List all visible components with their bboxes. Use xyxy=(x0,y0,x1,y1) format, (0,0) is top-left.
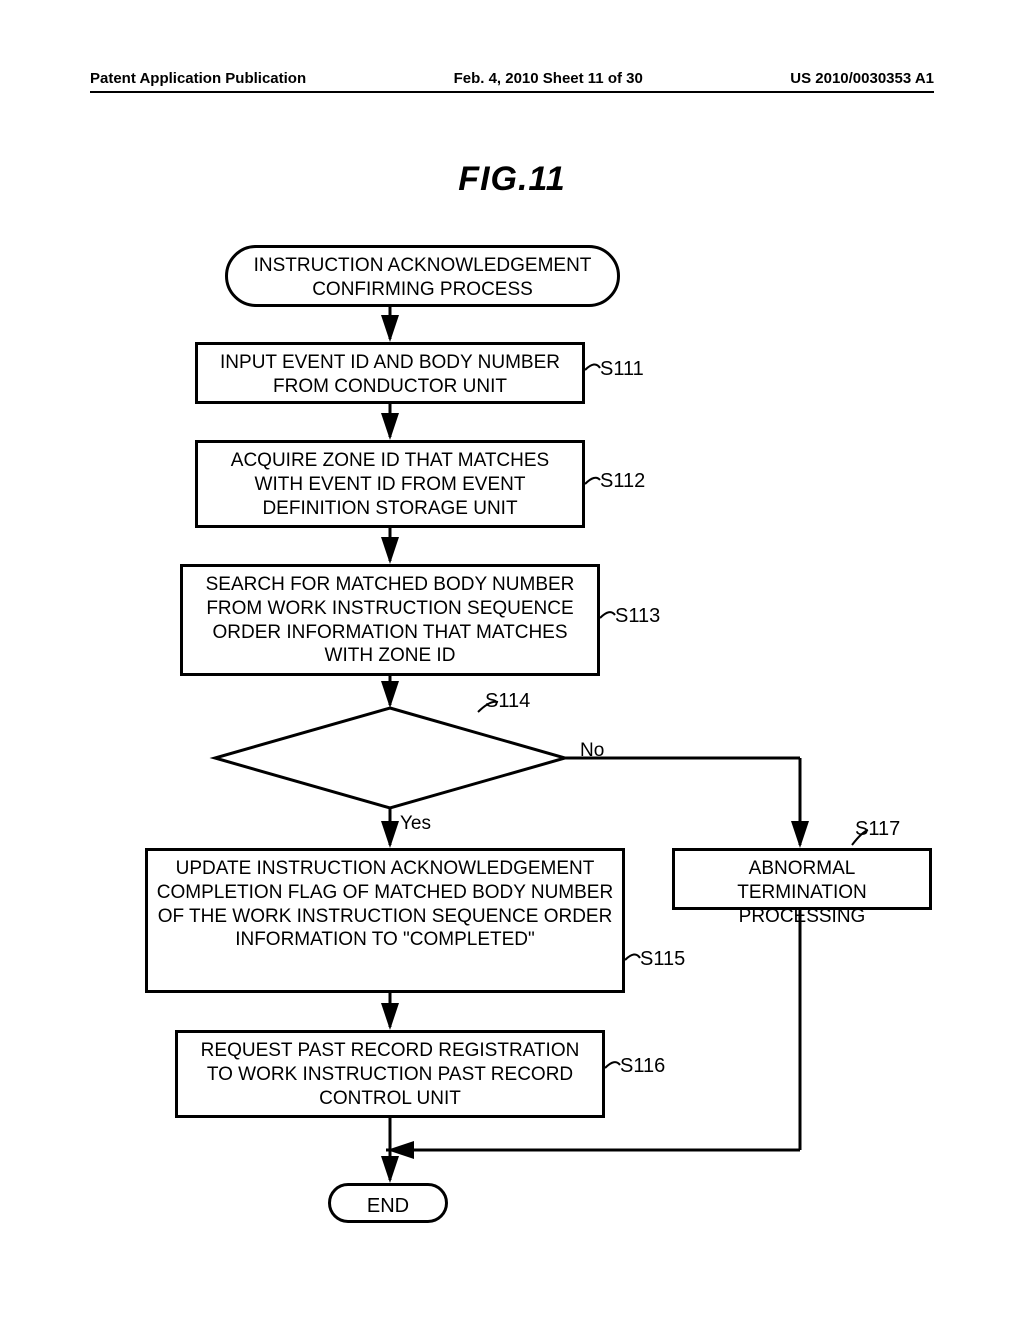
node-end: END xyxy=(328,1183,448,1223)
node-s113: SEARCH FOR MATCHED BODY NUMBER FROM WORK… xyxy=(180,564,600,676)
label-s111: S111 xyxy=(600,358,644,381)
node-s112-text: ACQUIRE ZONE ID THAT MATCHES WITH EVENT … xyxy=(231,450,549,519)
node-s113-text: SEARCH FOR MATCHED BODY NUMBER FROM WORK… xyxy=(206,574,575,666)
node-end-text: END xyxy=(367,1195,409,1217)
branch-no: No xyxy=(580,740,604,762)
figure-title: FIG.11 xyxy=(0,160,1024,199)
node-s117-text: ABNORMAL TERMINATION PROCESSING xyxy=(737,858,866,927)
node-s112: ACQUIRE ZONE ID THAT MATCHES WITH EVENT … xyxy=(195,440,585,528)
label-s115: S115 xyxy=(640,948,685,971)
header-right: US 2010/0030353 A1 xyxy=(790,70,934,87)
node-start-text: INSTRUCTION ACKNOWLEDGEMENT CONFIRMING P… xyxy=(254,255,592,300)
header-center: Feb. 4, 2010 Sheet 11 of 30 xyxy=(454,70,643,87)
node-s115: UPDATE INSTRUCTION ACKNOWLEDGEMENT COMPL… xyxy=(145,848,625,993)
label-s116: S116 xyxy=(620,1055,665,1078)
node-s117: ABNORMAL TERMINATION PROCESSING xyxy=(672,848,932,910)
label-s113: S113 xyxy=(615,605,660,628)
node-s111: INPUT EVENT ID AND BODY NUMBER FROM COND… xyxy=(195,342,585,404)
node-s115-text: UPDATE INSTRUCTION ACKNOWLEDGEMENT COMPL… xyxy=(157,858,613,950)
node-s114-text: IS THERE MATCHED BODY NUMBER? xyxy=(300,738,480,779)
page: Patent Application Publication Feb. 4, 2… xyxy=(0,0,1024,1320)
node-s111-text: INPUT EVENT ID AND BODY NUMBER FROM COND… xyxy=(220,352,560,397)
node-s116: REQUEST PAST RECORD REGISTRATION TO WORK… xyxy=(175,1030,605,1118)
label-s114: S114 xyxy=(485,690,530,713)
header-left: Patent Application Publication xyxy=(90,70,306,87)
label-s117: S117 xyxy=(855,818,900,841)
page-header: Patent Application Publication Feb. 4, 2… xyxy=(90,70,934,93)
branch-yes: Yes xyxy=(400,813,431,835)
node-s116-text: REQUEST PAST RECORD REGISTRATION TO WORK… xyxy=(201,1040,580,1109)
label-s112: S112 xyxy=(600,470,645,493)
node-start: INSTRUCTION ACKNOWLEDGEMENT CONFIRMING P… xyxy=(225,245,620,307)
